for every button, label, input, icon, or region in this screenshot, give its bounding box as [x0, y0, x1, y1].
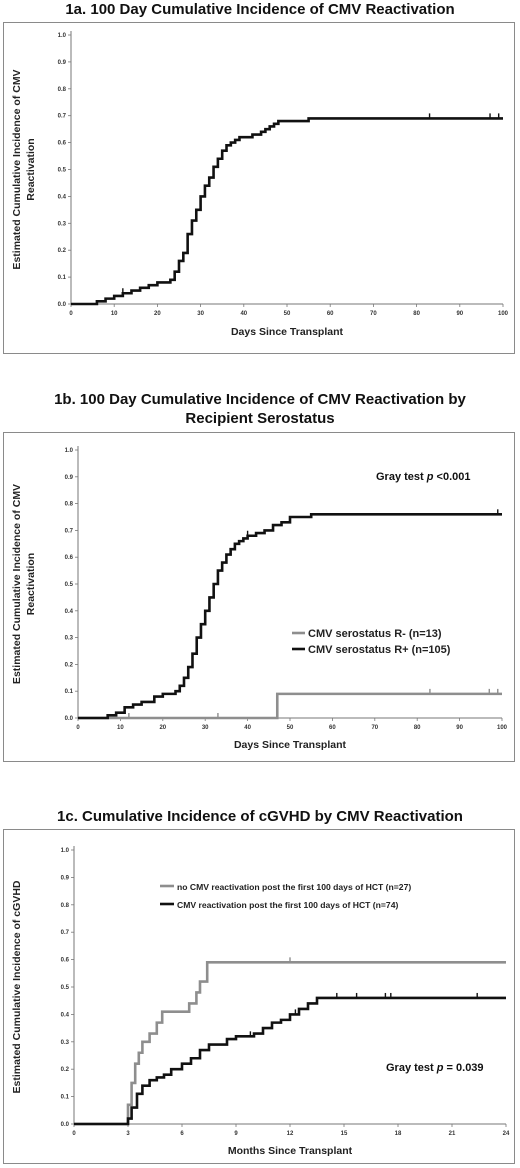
y-tick-label: 0.9 [65, 475, 74, 481]
y-tick-label: 0.2 [61, 1067, 70, 1073]
y-tick-label: 0.8 [61, 903, 70, 909]
x-tick-label: 50 [284, 311, 291, 317]
chart-1a-frame [3, 22, 515, 354]
y-tick-label: 1.0 [65, 448, 74, 454]
x-tick-label: 10 [117, 725, 124, 731]
series-line [71, 117, 503, 306]
x-tick-label: 60 [327, 311, 334, 317]
chart-1a-title: 1a. 100 Day Cumulative Incidence of CMV … [0, 0, 520, 19]
y-tick-label: 0.5 [61, 985, 70, 991]
y-axis-label: Reactivation [25, 553, 37, 615]
y-tick-label: 0.8 [65, 502, 74, 508]
x-tick-label: 20 [154, 311, 161, 317]
x-tick-label: 6 [180, 1131, 184, 1137]
y-tick-label: 0.6 [61, 958, 70, 964]
x-tick-label: 30 [202, 725, 209, 731]
x-tick-label: 15 [341, 1131, 348, 1137]
x-tick-label: 0 [72, 1131, 76, 1137]
x-tick-label: 100 [497, 725, 508, 731]
y-tick-label: 0.5 [58, 168, 67, 174]
y-tick-label: 0.0 [58, 302, 67, 308]
y-tick-label: 0.7 [58, 114, 67, 120]
x-tick-label: 80 [413, 311, 420, 317]
y-tick-label: 0.3 [65, 636, 74, 642]
x-tick-label: 50 [287, 725, 294, 731]
chart-1c-frame [3, 829, 515, 1164]
series-line [74, 996, 506, 1126]
gray-test-annotation: Gray test p <0.001 [376, 471, 471, 483]
y-tick-label: 0.0 [65, 716, 74, 722]
x-tick-label: 10 [111, 311, 118, 317]
title-line: 1c. Cumulative Incidence of cGVHD by CMV… [57, 808, 463, 825]
y-tick-label: 1.0 [61, 848, 70, 854]
title-line: 1b. 100 Day Cumulative Incidence of CMV … [54, 391, 466, 408]
x-axis-label: Days Since Transplant [234, 739, 347, 751]
x-tick-label: 24 [503, 1131, 510, 1137]
y-tick-label: 0.5 [65, 582, 74, 588]
y-tick-label: 0.4 [61, 1012, 70, 1018]
y-tick-label: 0.7 [65, 528, 74, 534]
legend-label: CMV reactivation post the first 100 days… [177, 900, 398, 910]
y-tick-label: 1.0 [58, 33, 67, 39]
x-axis-label: Months Since Transplant [228, 1145, 353, 1157]
legend-label: CMV serostatus R+ (n=105) [308, 644, 451, 656]
y-tick-label: 0.4 [65, 609, 74, 615]
y-tick-label: 0.9 [58, 60, 67, 66]
chart-1c-title: 1c. Cumulative Incidence of cGVHD by CMV… [0, 807, 520, 826]
x-tick-label: 80 [414, 725, 421, 731]
series-line [78, 692, 502, 720]
x-tick-label: 20 [159, 725, 166, 731]
chart-1b-frame [3, 432, 515, 762]
chart-1b-title: 1b. 100 Day Cumulative Incidence of CMV … [0, 390, 520, 428]
gray-test-annotation: Gray test p = 0.039 [386, 1062, 484, 1074]
y-tick-label: 0.1 [58, 275, 67, 281]
x-tick-label: 3 [126, 1131, 130, 1137]
x-tick-label: 60 [329, 725, 336, 731]
y-tick-label: 0.3 [61, 1040, 70, 1046]
legend-label: no CMV reactivation post the first 100 d… [177, 882, 411, 892]
series-line [78, 513, 502, 720]
y-tick-label: 0.3 [58, 221, 67, 227]
y-tick-label: 0.9 [61, 875, 70, 881]
y-axis-label: Estimated Cumulative Incidence of cGVHD [11, 880, 23, 1093]
x-tick-label: 90 [456, 725, 463, 731]
y-tick-label: 0.6 [58, 141, 67, 147]
y-tick-label: 0.1 [61, 1095, 70, 1101]
y-tick-label: 0.2 [65, 662, 74, 668]
y-tick-label: 0.2 [58, 248, 67, 254]
x-tick-label: 70 [370, 311, 377, 317]
y-tick-label: 0.7 [61, 930, 70, 936]
x-tick-label: 18 [395, 1131, 402, 1137]
x-tick-label: 40 [240, 311, 247, 317]
series-line [74, 961, 506, 1126]
y-axis-label: Estimated Cumulative Incidence of CMV [11, 484, 23, 684]
x-tick-label: 0 [76, 725, 80, 731]
y-axis-label: Reactivation [25, 138, 37, 200]
y-tick-label: 0.4 [58, 194, 67, 200]
x-tick-label: 100 [498, 311, 509, 317]
y-tick-label: 0.8 [58, 87, 67, 93]
y-tick-label: 0.1 [65, 689, 74, 695]
title-line: 1a. 100 Day Cumulative Incidence of CMV … [65, 1, 455, 18]
x-tick-label: 30 [197, 311, 204, 317]
x-tick-label: 0 [69, 311, 73, 317]
title-line: Recipient Serostatus [185, 410, 335, 427]
x-tick-label: 21 [449, 1131, 456, 1137]
x-tick-label: 90 [456, 311, 463, 317]
x-tick-label: 40 [244, 725, 251, 731]
x-tick-label: 9 [234, 1131, 238, 1137]
legend-label: CMV serostatus R- (n=13) [308, 628, 442, 640]
y-axis-label: Estimated Cumulative Incidence of CMV [11, 69, 23, 269]
x-tick-label: 12 [287, 1131, 294, 1137]
x-tick-label: 70 [371, 725, 378, 731]
y-tick-label: 0.6 [65, 555, 74, 561]
x-axis-label: Days Since Transplant [231, 326, 344, 338]
y-tick-label: 0.0 [61, 1122, 70, 1128]
